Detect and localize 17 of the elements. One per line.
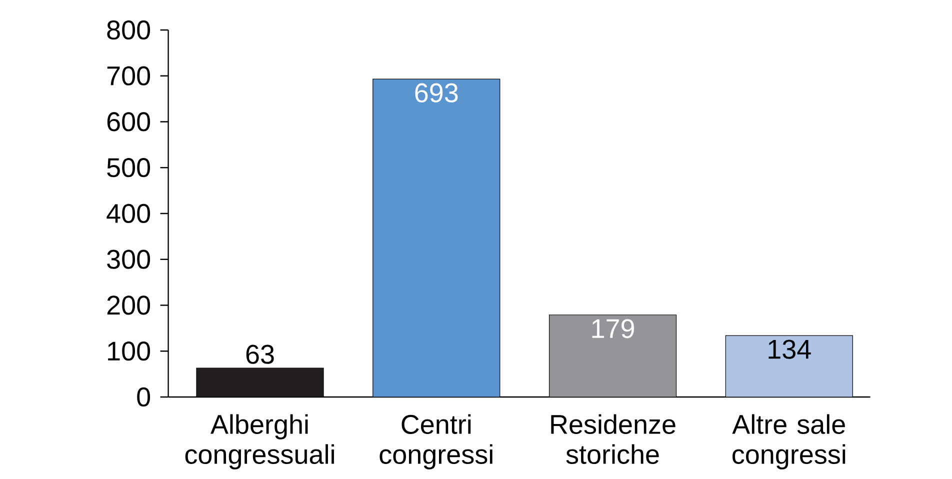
x-tick-label: Centri congressi bbox=[380, 414, 492, 470]
y-tick-label: 500 bbox=[107, 158, 150, 178]
y-tick-label: 400 bbox=[106, 204, 150, 224]
data-label: 63 bbox=[246, 344, 274, 364]
data-label: 134 bbox=[768, 340, 811, 359]
y-tick-label: 100 bbox=[108, 342, 150, 361]
y-tick-label: 300 bbox=[107, 250, 150, 269]
y-tick-label: 200 bbox=[107, 296, 150, 315]
data-label: 693 bbox=[415, 83, 458, 102]
data-label: 179 bbox=[592, 319, 634, 338]
x-tick-label: Alberghi congressuali bbox=[185, 414, 334, 470]
x-tick-label: Residenze storiche bbox=[551, 414, 676, 464]
y-tick-label: 800 bbox=[107, 20, 150, 40]
y-tick-label: 700 bbox=[107, 66, 150, 86]
x-tick-label: Altre sale congressi bbox=[732, 414, 846, 470]
y-tick-label: 600 bbox=[107, 112, 150, 132]
y-tick-label: 0 bbox=[137, 387, 150, 407]
